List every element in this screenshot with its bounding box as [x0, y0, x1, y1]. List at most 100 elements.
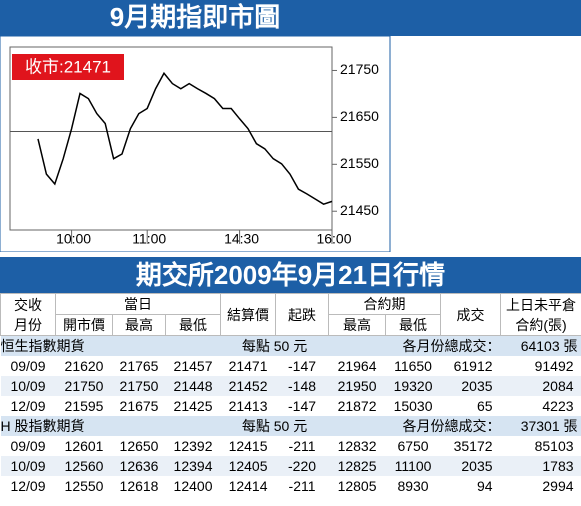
table-cell: 21457 — [165, 356, 221, 376]
table-cell: 37301 張 — [500, 416, 581, 436]
cell-text: 21765 — [119, 358, 159, 374]
table-cell: -211 — [275, 436, 329, 456]
table-cell: 每點 50 元 — [220, 335, 329, 356]
cell-text: 各月份總成交： — [402, 338, 501, 354]
table-cell: 21765 — [112, 356, 166, 376]
table-cell: 21471 — [220, 356, 276, 376]
table-cell: 最低 — [385, 314, 442, 336]
cell-text: H 股指數期貨 — [0, 418, 85, 434]
cell-text: 65 — [476, 398, 493, 414]
cell-text: 21750 — [119, 378, 159, 394]
cell-text: 月份 — [14, 316, 42, 333]
table-row: 恒生指數期貨 每點 50 元 各月份總成交： 64103 張 — [0, 335, 581, 356]
cell-text: 最高 — [343, 317, 372, 333]
table-cell: 起跌 — [275, 293, 330, 336]
cell-text: 19320 — [393, 378, 433, 394]
cell-text: 成交 — [456, 306, 485, 323]
cell-text: 2035 — [461, 378, 493, 394]
price-line — [37, 71, 333, 206]
cell-text: 12825 — [337, 458, 377, 474]
table-row: 09/09 21620 21765 21457 21471 -147 21964 11650 6… — [0, 356, 581, 376]
cell-text: 09/09 — [10, 438, 46, 454]
table-cell: 21452 — [220, 376, 276, 396]
cell-text: 1783 — [542, 458, 574, 474]
cell-text: 21950 — [337, 378, 377, 394]
cell-text: 各月份總成交： — [402, 418, 501, 434]
table-cell: 12618 — [112, 476, 166, 496]
cell-text: 10/09 — [10, 458, 46, 474]
cell-text: 起跌 — [288, 306, 317, 323]
table-cell: -211 — [275, 476, 329, 496]
cell-text: 15030 — [393, 398, 433, 414]
table-cell: 21750 — [112, 376, 166, 396]
cell-text: 85103 — [534, 438, 574, 454]
table-cell: 91492 — [500, 356, 581, 376]
table-cell: 1783 — [500, 456, 581, 476]
table-cell: 12805 — [328, 476, 386, 496]
cell-text: 21452 — [228, 378, 268, 394]
table-cell: 10/09 — [0, 376, 56, 396]
cell-text: -147 — [288, 398, 317, 414]
table-cell: 12832 — [328, 436, 386, 456]
x-tick-label: 16:00 — [316, 231, 351, 247]
cell-text: 21872 — [337, 398, 377, 414]
table-row: 10/09 21750 21750 21448 21452 -148 21950 19320 2… — [0, 376, 581, 396]
table-cell: 2084 — [500, 376, 581, 396]
table-cell: 15030 — [385, 396, 441, 416]
table-cell: 10/09 — [0, 456, 56, 476]
table-cell: 2035 — [440, 456, 501, 476]
cell-text: 12/09 — [10, 478, 46, 494]
table-cell: 12405 — [220, 456, 276, 476]
table-cell: -147 — [275, 396, 329, 416]
cell-text: 6750 — [397, 438, 429, 454]
table-cell: 12636 — [112, 456, 166, 476]
table-cell: 09/09 — [0, 436, 56, 456]
table-cell: 結算價 — [220, 293, 277, 336]
table-cell: 11650 — [385, 356, 441, 376]
cell-text: 21964 — [337, 358, 377, 374]
table-cell: 12650 — [112, 436, 166, 456]
table-cell: 21620 — [55, 356, 113, 376]
cell-text: 21675 — [119, 398, 159, 414]
table-cell: 94 — [440, 476, 501, 496]
cell-text: 12650 — [119, 438, 159, 454]
table-cell: 成交 — [440, 293, 502, 336]
cell-text: 11650 — [394, 358, 432, 374]
cell-text: 21750 — [64, 378, 104, 394]
table-cell: -220 — [275, 456, 329, 476]
table-cell: 21448 — [165, 376, 221, 396]
table-cell: 12392 — [165, 436, 221, 456]
cell-text: 合約(張) — [515, 316, 567, 333]
table-cell: 2994 — [500, 476, 581, 496]
table-cell: 65 — [440, 396, 501, 416]
cell-text: 12400 — [173, 478, 213, 494]
table-cell: 19320 — [385, 376, 441, 396]
cell-text: 91492 — [534, 358, 574, 374]
chart: 9月期指即市圖 收市:21471 21450 21550 21650 21750 10:… — [0, 0, 581, 253]
cell-text: 2035 — [461, 458, 493, 474]
table-row: 09/09 12601 12650 12392 12415 -211 12832 6750 35… — [0, 436, 581, 456]
cell-text: 64103 張 — [520, 338, 578, 354]
table-row: 12/09 12550 12618 12400 12414 -211 12805 8930 94… — [0, 476, 581, 496]
table-cell: 12414 — [220, 476, 276, 496]
close-annotation: 收市:21471 — [25, 57, 111, 76]
x-tick-label: 11:00 — [132, 231, 166, 247]
table-cell: 64103 張 — [500, 335, 581, 356]
table-cell: 上日未平倉 合約(張) — [500, 293, 581, 336]
table-cell: 每點 50 元 — [220, 416, 329, 436]
quote-table: 交收 月份 當日 結算價 起跌 合約期 成交 上日未平倉 合約(張) 開市價 最高 最低 最高 最低 恒生指… — [0, 293, 581, 496]
y-tick-label: 21650 — [340, 108, 379, 124]
cell-text: 21448 — [173, 378, 213, 394]
table-cell: 21595 — [55, 396, 113, 416]
cell-text: 12805 — [337, 478, 377, 494]
cell-text: 合約期 — [363, 296, 406, 312]
cell-text: 當日 — [124, 296, 153, 312]
cell-text: 21413 — [228, 398, 268, 414]
table-cell: 21675 — [112, 396, 166, 416]
cell-text: 37301 張 — [520, 418, 578, 434]
table-row: 交收 月份 當日 結算價 起跌 合約期 成交 上日未平倉 合約(張) — [0, 293, 581, 336]
table-row: H 股指數期貨 每點 50 元 各月份總成交： 37301 張 — [0, 416, 581, 436]
table-cell: 11100 — [385, 456, 441, 476]
cell-text: 12415 — [228, 438, 268, 454]
